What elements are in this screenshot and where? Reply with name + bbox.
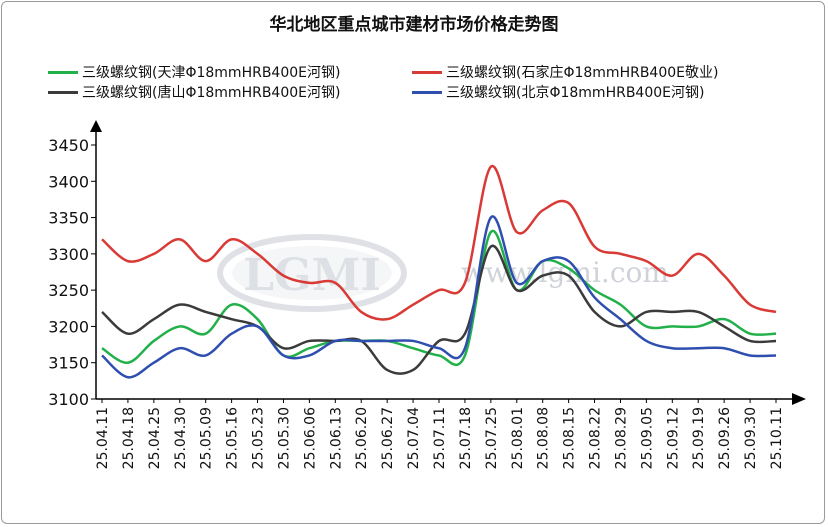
legend-item-beijing: 三级螺纹钢(北京Φ18mmHRB400E河钢): [412, 83, 704, 101]
x-tick-label: 25.09.26: [717, 407, 733, 469]
x-tick-label: 25.09.19: [691, 407, 707, 469]
x-tick-label: 25.04.18: [121, 407, 137, 469]
x-tick-label: 25.07.25: [484, 407, 500, 469]
x-tick-label: 25.05.23: [251, 407, 267, 469]
x-tick-label: 25.09.12: [665, 407, 681, 469]
x-tick-label: 25.06.20: [354, 407, 370, 469]
legend-label-beijing: 三级螺纹钢(北京Φ18mmHRB400E河钢): [446, 85, 705, 101]
legend-swatch-tangshan: [48, 90, 78, 94]
legend-swatch-tianjin: [48, 70, 78, 74]
watermark-logo-text: LGMI: [243, 250, 381, 301]
y-tick-label: 3300: [48, 245, 89, 264]
legend-swatch-shijiazhuang: [412, 70, 442, 74]
x-tick-label: 25.07.04: [406, 407, 422, 469]
x-tick-label: 25.06.13: [328, 407, 344, 469]
x-tick-label: 25.09.05: [639, 407, 655, 469]
y-tick-label: 3350: [48, 209, 89, 228]
series-line-1: [101, 165, 777, 321]
x-tick-label: 25.10.11: [769, 407, 785, 469]
watermark-logo: LGMI: [217, 234, 407, 312]
x-tick-label: 25.08.22: [588, 407, 604, 469]
y-tick-label: 3100: [48, 390, 89, 409]
x-tick-label: 25.04.30: [173, 407, 189, 469]
x-tick-label: 25.08.15: [562, 407, 578, 469]
legend-label-shijiazhuang: 三级螺纹钢(石家庄Φ18mmHRB400E敬业): [446, 65, 719, 81]
y-tick-label: 3150: [48, 354, 89, 373]
y-tick-label: 3200: [48, 317, 89, 336]
x-tick-label: 25.08.29: [613, 407, 629, 469]
legend-label-tangshan: 三级螺纹钢(唐山Φ18mmHRB400E河钢): [82, 85, 341, 101]
series-line-0: [101, 229, 777, 367]
x-tick-label: 25.08.01: [510, 407, 526, 469]
series-line-2: [101, 244, 777, 375]
legend-swatch-beijing: [412, 90, 442, 94]
x-axis-arrow: [792, 393, 806, 405]
x-tick-label: 25.05.30: [276, 407, 292, 469]
x-tick-label: 25.06.06: [302, 407, 318, 469]
x-tick-label: 25.04.11: [95, 407, 111, 469]
legend-label-tianjin: 三级螺纹钢(天津Φ18mmHRB400E河钢): [82, 65, 341, 81]
legend-item-tianjin: 三级螺纹钢(天津Φ18mmHRB400E河钢): [48, 63, 340, 81]
x-tick-label: 25.06.27: [380, 407, 396, 469]
y-axis-arrow: [90, 120, 102, 132]
series-line-3: [101, 215, 777, 379]
y-tick-label: 3250: [48, 281, 89, 300]
chart-title: 华北地区重点城市建材市场价格走势图: [269, 15, 559, 35]
legend-item-tangshan: 三级螺纹钢(唐山Φ18mmHRB400E河钢): [48, 83, 340, 101]
y-tick-label: 3400: [48, 172, 89, 191]
x-tick-label: 25.07.18: [458, 407, 474, 469]
x-tick-label: 25.09.30: [743, 407, 759, 469]
legend-item-shijiazhuang: 三级螺纹钢(石家庄Φ18mmHRB400E敬业): [412, 63, 718, 81]
x-tick-label: 25.04.25: [147, 407, 163, 469]
x-tick-label: 25.05.09: [199, 407, 215, 469]
x-tick-label: 25.08.08: [536, 407, 552, 469]
y-tick-label: 3450: [48, 136, 89, 155]
x-tick-label: 25.05.16: [225, 407, 241, 469]
x-tick-label: 25.07.11: [432, 407, 448, 469]
